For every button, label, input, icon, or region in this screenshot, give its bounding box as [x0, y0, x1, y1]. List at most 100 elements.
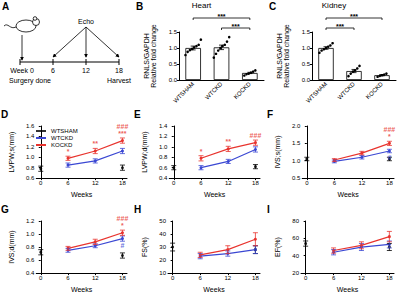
svg-text:40: 40 [159, 231, 166, 237]
svg-text:1.0: 1.0 [292, 158, 301, 164]
svg-text:50: 50 [159, 218, 166, 224]
svg-text:Kidney: Kidney [322, 1, 346, 10]
svg-text:**: ** [93, 140, 99, 147]
svg-text:IVS;d(mm): IVS;d(mm) [8, 230, 16, 263]
svg-text:**: ** [226, 138, 232, 145]
svg-text:0: 0 [39, 180, 43, 186]
svg-text:18: 18 [119, 275, 126, 281]
svg-text:0.5: 0.5 [302, 61, 311, 67]
svg-text:0: 0 [171, 275, 175, 281]
svg-text:0.6: 0.6 [26, 257, 35, 263]
svg-text:B: B [136, 1, 143, 12]
svg-text:0.4: 0.4 [159, 175, 168, 181]
svg-text:KOCKD: KOCKD [365, 80, 385, 100]
svg-text:***: *** [232, 23, 240, 30]
svg-text:###: ### [117, 123, 129, 130]
svg-text:Weeks: Weeks [203, 286, 225, 293]
svg-text:Surgery done: Surgery done [9, 77, 51, 85]
svg-text:0.8: 0.8 [26, 165, 35, 171]
svg-text:Weeks: Weeks [337, 191, 359, 198]
svg-text:0.6: 0.6 [159, 165, 168, 171]
svg-text:30: 30 [159, 244, 166, 250]
svg-text:1.0: 1.0 [169, 45, 178, 51]
svg-text:LVPW;d(mm): LVPW;d(mm) [141, 131, 149, 172]
svg-text:18: 18 [386, 275, 393, 281]
svg-text:#: # [121, 242, 125, 249]
svg-text:C: C [269, 1, 276, 12]
svg-text:KOCKD: KOCKD [233, 80, 253, 100]
svg-text:0: 0 [39, 275, 43, 281]
svg-text:###: ### [384, 126, 396, 133]
svg-text:0.0: 0.0 [169, 77, 178, 83]
svg-text:0: 0 [172, 180, 176, 186]
svg-text:I: I [267, 204, 270, 215]
svg-text:0: 0 [305, 180, 309, 186]
svg-text:*: * [388, 133, 391, 140]
svg-text:WTCKD: WTCKD [51, 135, 74, 141]
svg-text:12: 12 [359, 180, 366, 186]
svg-text:KOCKD: KOCKD [51, 142, 73, 148]
svg-text:1.0: 1.0 [159, 144, 168, 150]
svg-text:Week 0: Week 0 [10, 67, 34, 74]
svg-text:12: 12 [92, 180, 99, 186]
svg-text:1.2: 1.2 [26, 144, 35, 150]
svg-text:1.5: 1.5 [292, 140, 301, 146]
svg-text:6: 6 [333, 180, 337, 186]
svg-text:1.0: 1.0 [26, 154, 35, 160]
svg-text:RNLS/GAPDH: RNLS/GAPDH [143, 33, 150, 79]
svg-text:E: E [134, 109, 141, 120]
svg-text:###: ### [250, 132, 262, 139]
svg-text:12: 12 [358, 275, 365, 281]
svg-text:0.8: 0.8 [159, 154, 168, 160]
svg-text:6: 6 [66, 180, 70, 186]
svg-text:Weeks: Weeks [337, 286, 359, 293]
svg-text:18: 18 [252, 180, 259, 186]
svg-text:H: H [134, 204, 141, 215]
svg-text:6: 6 [199, 180, 203, 186]
svg-text:6: 6 [332, 275, 336, 281]
svg-text:#: # [387, 154, 391, 161]
svg-text:G: G [1, 204, 9, 215]
svg-text:***: *** [350, 13, 358, 20]
svg-text:1.4: 1.4 [159, 123, 168, 129]
svg-text:***: *** [217, 13, 225, 20]
svg-text:WTSHAM: WTSHAM [172, 81, 195, 104]
svg-text:Weeks: Weeks [71, 191, 93, 198]
svg-text:Relative fold change: Relative fold change [150, 24, 158, 88]
svg-text:***: *** [336, 23, 344, 30]
svg-text:0.0: 0.0 [302, 77, 311, 83]
svg-text:1.6: 1.6 [26, 123, 35, 129]
svg-text:20: 20 [159, 257, 166, 263]
svg-text:D: D [1, 109, 8, 120]
svg-text:0.6: 0.6 [26, 175, 35, 181]
svg-text:1.5: 1.5 [169, 29, 178, 35]
svg-text:0.5: 0.5 [292, 175, 301, 181]
svg-text:*: * [67, 148, 70, 155]
svg-text:1.5: 1.5 [302, 29, 311, 35]
svg-text:A: A [2, 1, 9, 12]
svg-text:12: 12 [82, 67, 90, 74]
svg-text:12: 12 [92, 275, 99, 281]
svg-text:40: 40 [292, 253, 299, 259]
svg-text:***: *** [118, 130, 126, 137]
svg-text:6: 6 [51, 67, 55, 74]
svg-text:Echo: Echo [78, 18, 94, 25]
svg-text:WTSHAM: WTSHAM [51, 128, 78, 134]
svg-text:6: 6 [66, 275, 70, 281]
svg-text:0.8: 0.8 [26, 244, 35, 250]
svg-text:18: 18 [115, 67, 123, 74]
svg-text:1.0: 1.0 [302, 45, 311, 51]
svg-text:1.0: 1.0 [26, 231, 35, 237]
svg-text:EF(%): EF(%) [274, 237, 282, 257]
svg-text:###: ### [117, 215, 129, 222]
svg-text:Harvest: Harvest [107, 77, 131, 84]
svg-text:*: * [200, 148, 203, 155]
svg-text:LVPW;s(mm): LVPW;s(mm) [8, 132, 16, 173]
svg-text:6: 6 [199, 275, 203, 281]
svg-text:18: 18 [252, 275, 259, 281]
svg-text:1.2: 1.2 [26, 218, 35, 224]
svg-text:WTSHAM: WTSHAM [305, 81, 328, 104]
svg-text:12: 12 [225, 180, 232, 186]
svg-text:*: * [121, 222, 124, 229]
svg-text:0.4: 0.4 [26, 270, 35, 276]
